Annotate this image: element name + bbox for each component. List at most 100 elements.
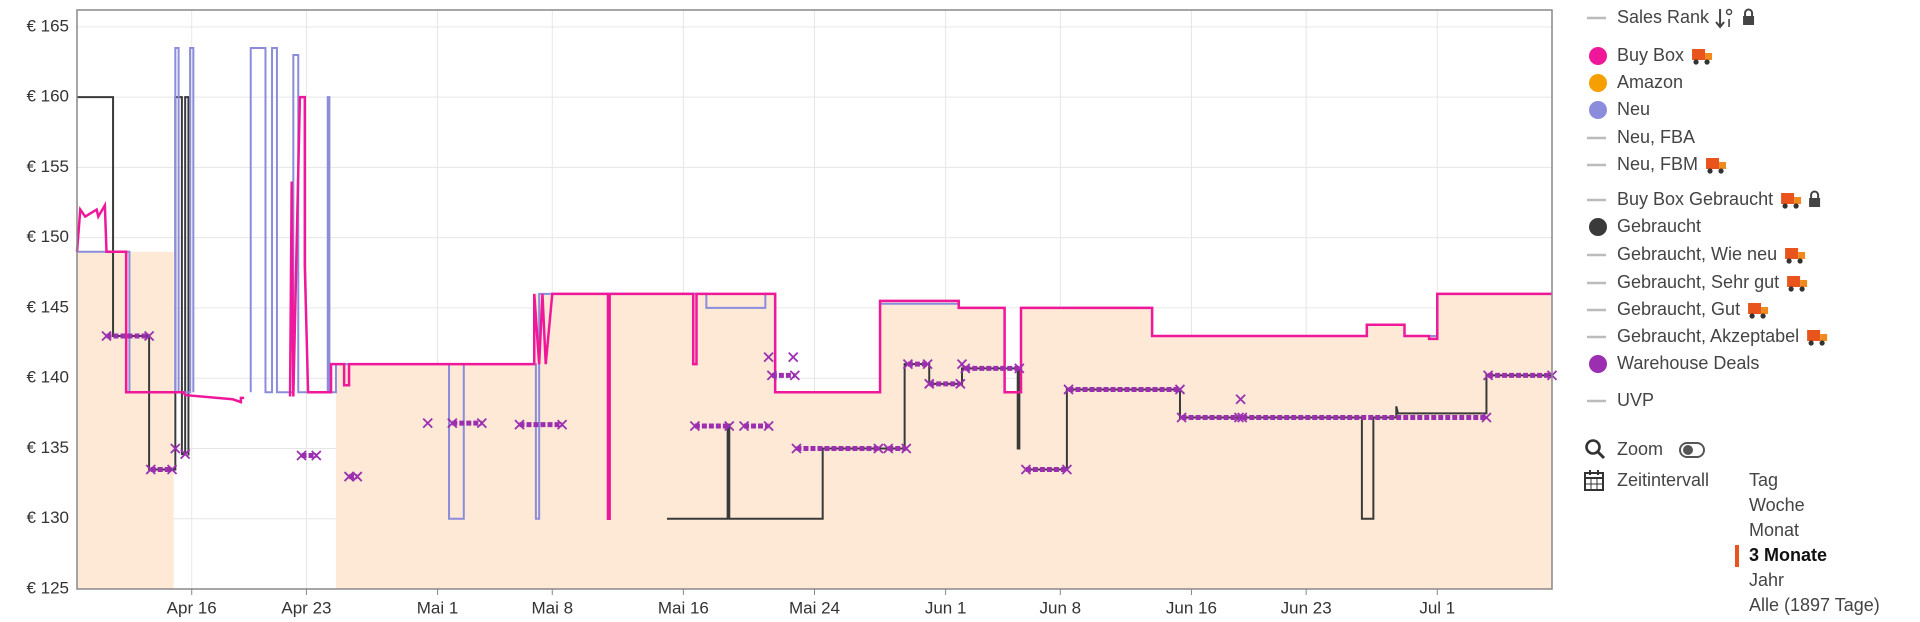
legend-label[interactable]: Neu, FBA — [1617, 127, 1695, 147]
legend-label[interactable]: Neu, FBM — [1617, 154, 1698, 174]
deal-marker — [476, 418, 487, 429]
legend-item[interactable]: Gebraucht, Wie neu — [1587, 244, 1806, 264]
deal-marker — [924, 378, 935, 389]
deal-marker — [166, 464, 178, 475]
truck-icon — [1807, 330, 1821, 341]
legend-label[interactable]: Buy Box — [1617, 45, 1684, 65]
interval-option[interactable]: Monat — [1749, 520, 1799, 540]
truck-icon — [1692, 49, 1706, 60]
y-tick-label: € 140 — [26, 368, 69, 387]
legend-item[interactable]: Warehouse Deals — [1589, 353, 1759, 373]
x-tick-label: Apr 23 — [281, 598, 331, 617]
deal-marker — [1481, 412, 1492, 423]
deal-marker — [901, 443, 912, 454]
legend-dot — [1589, 101, 1607, 119]
truck-icon — [1788, 286, 1794, 292]
deal-marker — [766, 370, 778, 381]
legend-item[interactable]: UVP — [1587, 390, 1654, 410]
legend-dot — [1589, 355, 1607, 373]
truck-icon — [1786, 258, 1792, 264]
legend-label[interactable]: Gebraucht, Sehr gut — [1617, 272, 1779, 292]
interval-label: Zeitintervall — [1617, 470, 1709, 490]
interval-option[interactable]: Alle (1897 Tage) — [1749, 595, 1880, 615]
lock-icon — [1743, 16, 1755, 25]
zoom-toggle[interactable] — [1679, 442, 1705, 458]
legend-dot — [1589, 47, 1607, 65]
interval-option[interactable]: Woche — [1749, 495, 1805, 515]
deal-marker — [955, 378, 966, 389]
x-tick-label: Jun 8 — [1040, 598, 1082, 617]
lock-icon — [1810, 190, 1820, 198]
legend-label[interactable]: Buy Box Gebraucht — [1617, 189, 1773, 209]
y-tick-label: € 160 — [26, 87, 69, 106]
legend-label[interactable]: Amazon — [1617, 72, 1683, 92]
deal-band — [106, 333, 1552, 480]
deal-marker — [1014, 363, 1025, 374]
legend-item[interactable]: Amazon — [1589, 72, 1683, 92]
legend-label[interactable]: Gebraucht, Akzeptabel — [1617, 326, 1799, 346]
deal-marker — [883, 443, 894, 454]
deal-marker — [689, 420, 700, 432]
legend-item[interactable]: Neu, FBM — [1587, 154, 1727, 174]
truck-icon — [1793, 203, 1799, 209]
legend-item[interactable]: Gebraucht — [1589, 216, 1701, 236]
deal-marker — [170, 443, 181, 454]
zoom-icon[interactable] — [1585, 439, 1606, 460]
x-tick-label: Jun 23 — [1281, 598, 1332, 617]
truck-icon — [1798, 252, 1806, 259]
deal-marker — [724, 420, 735, 432]
legend-item[interactable]: Sales Rank — [1587, 7, 1755, 29]
truck-icon — [1761, 307, 1769, 314]
y-tick-label: € 135 — [26, 438, 69, 457]
legend-item[interactable]: Gebraucht, Akzeptabel — [1587, 326, 1828, 346]
legend-item[interactable]: Buy Box Gebraucht — [1587, 189, 1821, 209]
legend-item[interactable]: Neu — [1589, 99, 1650, 119]
deal-marker — [763, 351, 774, 363]
legend-item[interactable]: Neu, FBA — [1587, 127, 1695, 147]
calendar-icon — [1584, 470, 1604, 491]
deal-marker — [514, 419, 525, 430]
legend-label[interactable]: Warehouse Deals — [1617, 353, 1759, 373]
y-tick-label: € 155 — [26, 157, 69, 176]
interval-option[interactable]: Jahr — [1749, 570, 1784, 590]
zoom-label[interactable]: Zoom — [1617, 439, 1663, 459]
truck-icon — [1704, 59, 1710, 65]
truck-icon — [1797, 258, 1803, 264]
deal-marker — [145, 464, 156, 475]
truck-icon — [1799, 286, 1805, 292]
legend-label[interactable]: Gebraucht, Wie neu — [1617, 244, 1777, 264]
truck-icon — [1787, 276, 1801, 287]
deal-marker — [1237, 412, 1248, 423]
deal-marker — [352, 471, 363, 482]
y-tick-label: € 165 — [26, 16, 69, 35]
interval-option[interactable]: 3 Monate — [1749, 545, 1827, 565]
legend-label[interactable]: UVP — [1617, 390, 1654, 410]
deal-marker — [143, 330, 155, 342]
y-tick-label: € 130 — [26, 508, 69, 527]
truck-icon — [1785, 248, 1799, 259]
truck-icon — [1707, 168, 1713, 174]
truck-icon — [1800, 280, 1808, 287]
legend-item[interactable]: Gebraucht, Sehr gut — [1587, 272, 1808, 292]
truck-icon — [1705, 53, 1713, 60]
truck-icon — [1748, 303, 1762, 314]
legend-item[interactable]: Buy Box — [1589, 45, 1713, 65]
truck-icon — [1718, 168, 1724, 174]
deal-marker — [1176, 412, 1187, 423]
x-tick-label: Mai 16 — [658, 598, 709, 617]
legend-item[interactable]: Gebraucht, Gut — [1587, 299, 1769, 319]
truck-icon — [1706, 158, 1720, 169]
price-area — [77, 251, 1552, 589]
deal-marker — [922, 359, 933, 370]
legend-label[interactable]: Sales Rank — [1617, 7, 1710, 27]
selected-marker — [1735, 545, 1739, 567]
deal-marker — [422, 418, 433, 429]
legend-label[interactable]: Neu — [1617, 99, 1650, 119]
interval-option[interactable]: Tag — [1749, 470, 1778, 490]
legend-label[interactable]: Gebraucht — [1617, 216, 1701, 236]
deal-marker — [1235, 394, 1246, 405]
deal-marker — [902, 359, 914, 370]
legend-label[interactable]: Gebraucht, Gut — [1617, 299, 1740, 319]
x-tick-label: Apr 16 — [167, 598, 217, 617]
